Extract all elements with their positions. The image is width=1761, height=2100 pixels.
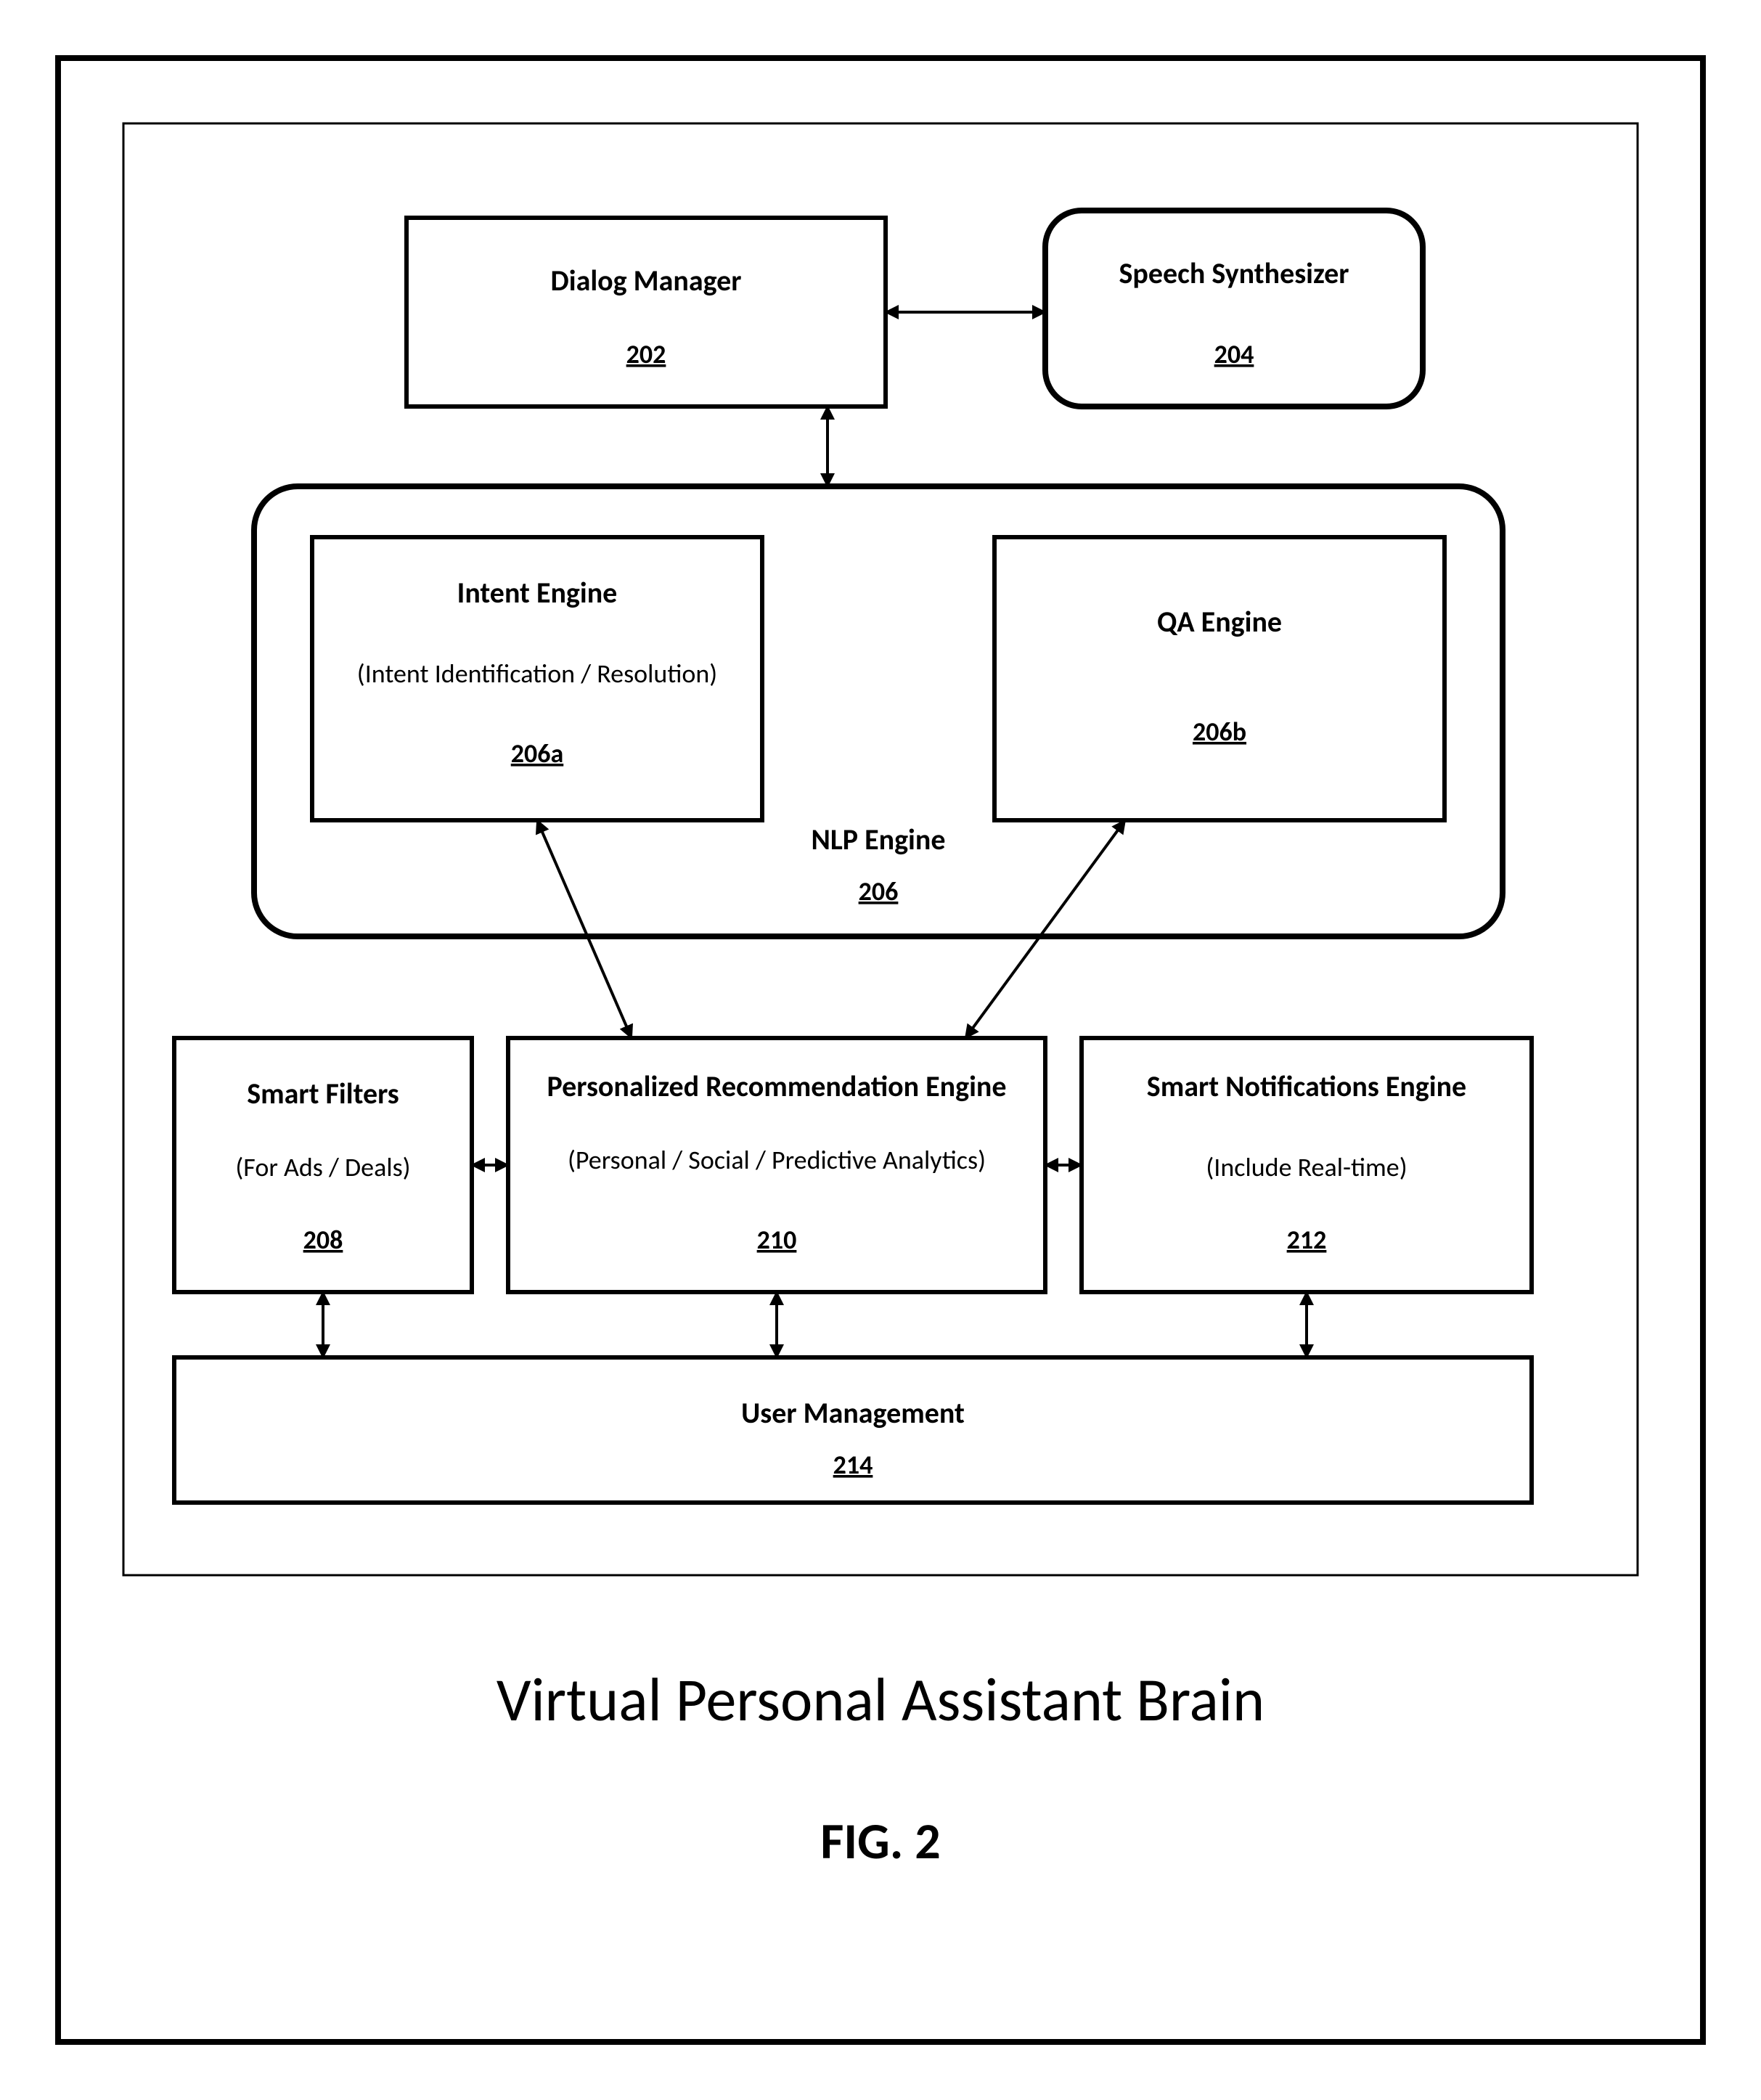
ref-qa_engine: 206b bbox=[1193, 716, 1246, 748]
ref-speech_synth: 204 bbox=[1214, 338, 1254, 370]
label-speech_synth: Speech Synthesizer bbox=[1119, 256, 1349, 291]
label-recommendation: Personalized Recommendation Engine bbox=[547, 1069, 1006, 1104]
box-dialog_manager bbox=[406, 218, 886, 406]
ref-intent_engine: 206a bbox=[511, 738, 564, 769]
outer-frame bbox=[58, 58, 1703, 2042]
box-nlp_container bbox=[254, 486, 1503, 936]
ref-nlp_container: 206 bbox=[859, 875, 899, 907]
ref-recommendation: 210 bbox=[757, 1224, 797, 1256]
label-smart_filters: Smart Filters bbox=[247, 1076, 399, 1111]
diagram-title: Virtual Personal Assistant Brain bbox=[497, 1662, 1264, 1737]
ref-notifications: 212 bbox=[1287, 1224, 1327, 1256]
label-qa_engine: QA Engine bbox=[1157, 604, 1282, 640]
label-dialog_manager: Dialog Manager bbox=[551, 263, 742, 298]
label-nlp_container: NLP Engine bbox=[812, 822, 946, 857]
ref-dialog_manager: 202 bbox=[626, 338, 666, 370]
arrow-intent-rec bbox=[537, 820, 632, 1038]
ref-user_mgmt: 214 bbox=[833, 1449, 873, 1481]
sub-intent_engine: (Intent Identification / Resolution) bbox=[357, 658, 717, 690]
label-notifications: Smart Notifications Engine bbox=[1147, 1069, 1466, 1104]
ref-smart_filters: 208 bbox=[303, 1224, 343, 1256]
sub-notifications: (Include Real-time) bbox=[1206, 1151, 1407, 1183]
arrow-qa-rec bbox=[965, 820, 1125, 1038]
label-intent_engine: Intent Engine bbox=[457, 575, 618, 610]
figure-caption: FIG. 2 bbox=[820, 1810, 940, 1872]
box-qa_engine bbox=[994, 537, 1445, 820]
sub-smart_filters: (For Ads / Deals) bbox=[235, 1151, 410, 1183]
sub-recommendation: (Personal / Social / Predictive Analytic… bbox=[568, 1144, 986, 1176]
diagram-canvas: Dialog Manager 202 Speech Synthesizer 204 NL… bbox=[0, 0, 1761, 2100]
box-speech_synth bbox=[1045, 211, 1423, 406]
label-user_mgmt: User Management bbox=[741, 1395, 965, 1431]
